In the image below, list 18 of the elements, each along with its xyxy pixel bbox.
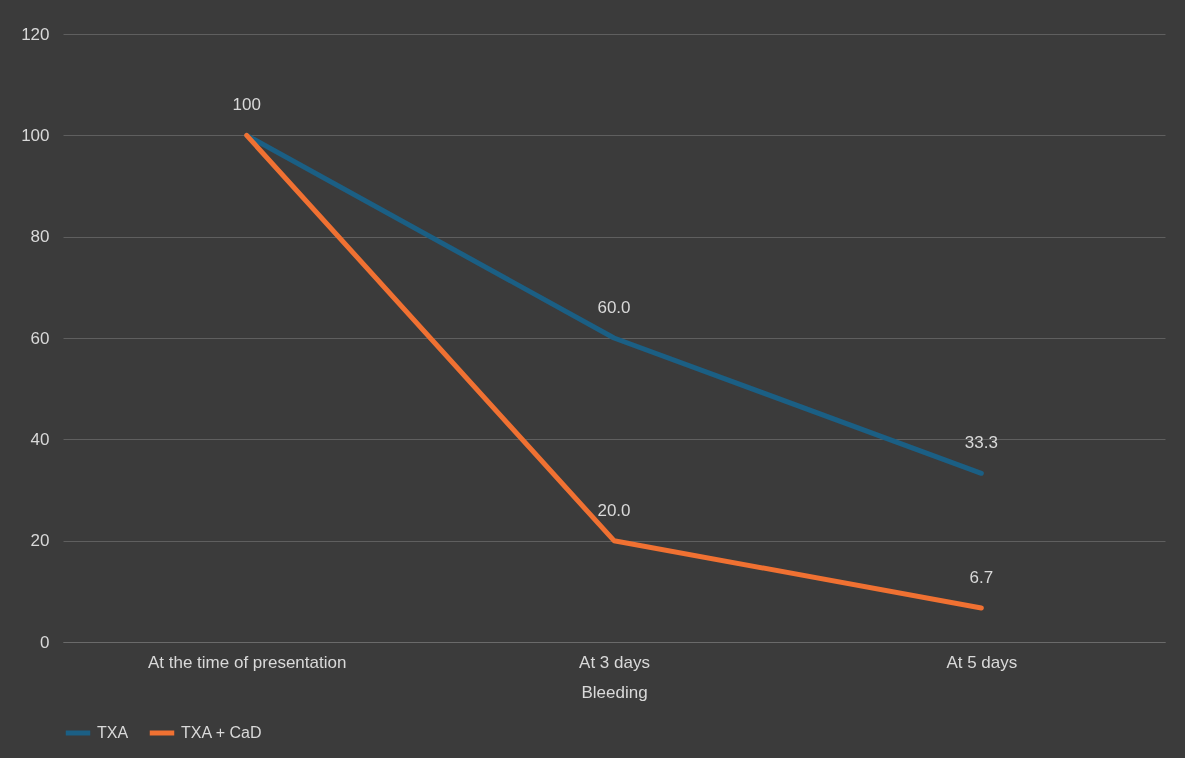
- data-label: 60.0: [597, 298, 631, 317]
- y-tick-label: 20: [30, 531, 50, 551]
- y-tick-label: 80: [30, 227, 50, 247]
- x-tick-label: At the time of presentation: [147, 652, 347, 672]
- x-tick-label: At 5 days: [946, 652, 1018, 672]
- y-tick-label: 120: [21, 24, 50, 44]
- data-label: 6.7: [969, 568, 994, 588]
- x-axis-title: Bleeding: [581, 682, 648, 702]
- data-label: 100: [232, 95, 261, 115]
- y-tick-label: 0: [40, 632, 50, 652]
- legend-label: TXA: [97, 724, 129, 741]
- y-tick-label: 100: [21, 125, 50, 145]
- data-label: 33.3: [964, 433, 998, 453]
- legend-label: TXA + CaD: [181, 724, 262, 741]
- y-tick-label: 40: [30, 429, 50, 449]
- x-tick-label: At 3 days: [579, 652, 650, 672]
- y-tick-label: 60: [30, 328, 50, 348]
- data-label: 20.0: [597, 500, 631, 520]
